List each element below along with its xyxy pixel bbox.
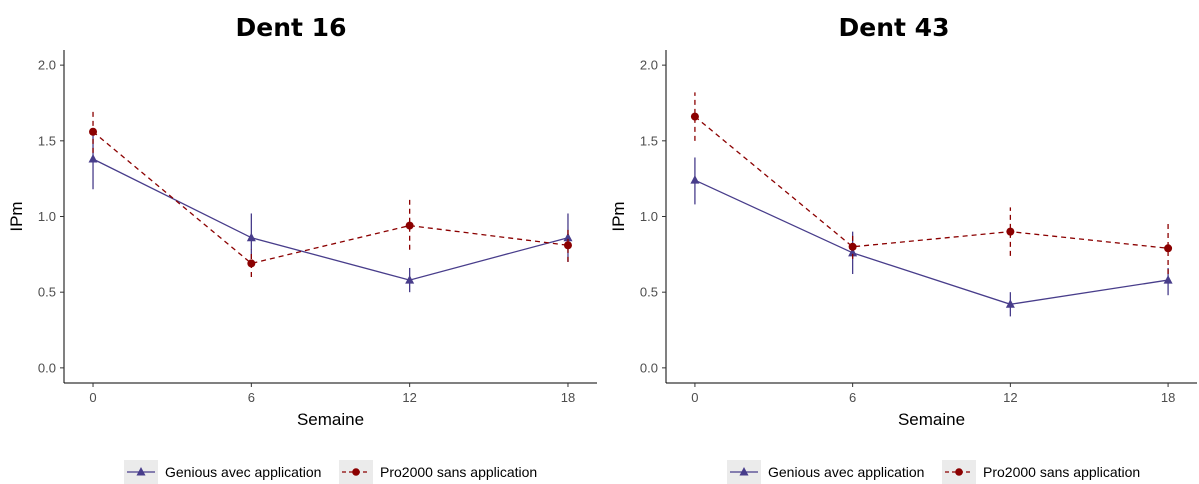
data-point-circle [1006,227,1015,236]
x-axis-label: Semaine [297,410,364,429]
data-point-triangle [88,153,98,163]
y-tick-label: 0.0 [38,360,56,375]
legend-marker-triangle [739,467,749,476]
legend: Genious avec application Pro2000 sans app… [727,460,1140,484]
data-point-triangle [848,247,858,257]
y-tick-label: 0.5 [38,285,56,300]
chart-panel-1: Dent 16 0.0 0.5 1.0 1.5 2.0 0 6 12 18 Semaine IPm Ge… [7,13,597,484]
series-genious [690,157,1173,317]
data-point-circle [89,127,98,136]
legend-label: Pro2000 sans application [380,464,537,480]
legend-label: Pro2000 sans application [983,464,1140,480]
data-point-triangle [246,232,256,242]
data-point-circle [690,112,699,121]
series-line [694,116,1169,249]
x-axis-label: Semaine [898,410,965,429]
y-tick-label: 1.0 [640,209,658,224]
y-axis-label: IPm [7,201,26,231]
series-genious [88,134,573,293]
data-point-triangle [1163,275,1173,284]
x-tick-label: 0 [691,390,698,405]
data-point-circle [848,242,857,251]
x-tick-label: 6 [248,390,255,405]
y-tick-label: 1.5 [38,133,56,148]
data-point-triangle [563,232,573,242]
x-tick-label: 12 [402,390,416,405]
data-point-triangle [1005,299,1015,308]
series-pro2000 [690,92,1173,275]
y-tick-label: 2.0 [38,58,56,73]
legend-label: Genious avec application [768,464,924,480]
legend-marker-circle [955,468,963,476]
y-tick-label: 2.0 [640,58,658,73]
chart-title: Dent 16 [236,13,347,42]
series-line [92,131,569,265]
y-tick-label: 1.5 [640,133,658,148]
y-tick-label: 1.0 [38,209,56,224]
series-line [92,158,569,281]
legend-label: Genious avec application [165,464,321,480]
legend-marker-triangle [136,467,146,476]
data-point-circle [405,221,414,230]
chart-title: Dent 43 [839,13,950,42]
data-point-triangle [405,275,415,284]
y-axis-label: IPm [609,201,628,231]
x-tick-label: 0 [89,390,96,405]
x-tick-label: 18 [1161,390,1175,405]
x-tick-label: 12 [1003,390,1017,405]
series-pro2000 [89,110,572,278]
y-tick-label: 0.5 [640,285,658,300]
series-line [694,179,1169,305]
data-point-circle [1164,244,1173,253]
data-point-circle [247,259,256,268]
x-tick-label: 6 [849,390,856,405]
data-point-circle [563,241,572,250]
data-point-triangle [690,175,700,184]
legend: Genious avec application Pro2000 sans app… [124,460,537,484]
y-tick-label: 0.0 [640,360,658,375]
x-tick-label: 18 [561,390,575,405]
legend-marker-circle [352,468,360,476]
chart-panel-2: Dent 43 0.0 0.5 1.0 1.5 2.0 0 6 12 18 Semaine IPm Ge… [609,13,1197,484]
